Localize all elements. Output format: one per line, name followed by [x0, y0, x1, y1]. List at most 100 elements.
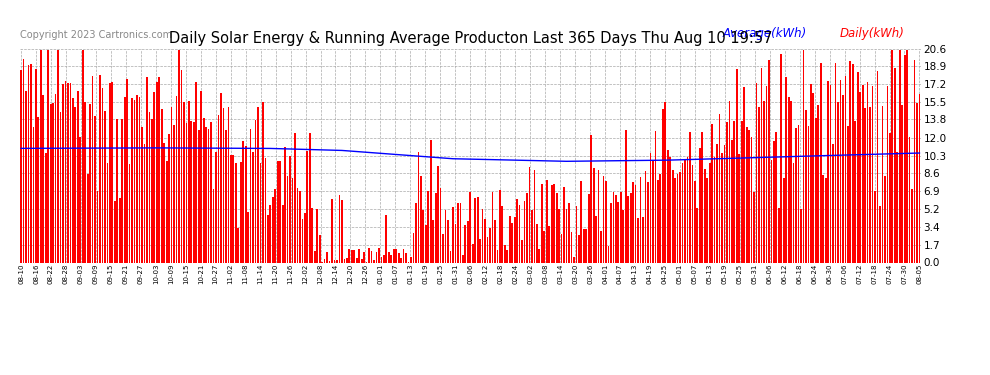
Bar — [223, 108, 225, 262]
Bar — [454, 224, 456, 262]
Bar — [838, 102, 839, 262]
Bar — [706, 178, 708, 262]
Bar — [165, 161, 167, 262]
Bar — [783, 178, 785, 262]
Bar — [598, 170, 600, 262]
Bar — [649, 153, 651, 262]
Bar — [462, 255, 463, 262]
Bar — [99, 75, 101, 262]
Bar — [669, 157, 671, 262]
Bar — [314, 252, 316, 262]
Bar — [524, 201, 526, 262]
Bar — [755, 83, 757, 262]
Bar — [743, 87, 745, 262]
Bar — [512, 223, 513, 262]
Bar — [800, 209, 802, 262]
Text: Average(kWh): Average(kWh) — [723, 27, 807, 40]
Bar — [134, 100, 136, 262]
Bar — [630, 194, 632, 262]
Bar — [739, 154, 741, 262]
Bar — [443, 234, 444, 262]
Bar — [709, 164, 711, 262]
Bar — [245, 146, 247, 262]
Bar — [284, 147, 286, 262]
Bar — [238, 228, 240, 262]
Bar — [864, 108, 866, 262]
Bar — [662, 109, 663, 262]
Bar — [144, 144, 146, 262]
Bar — [309, 133, 311, 262]
Bar — [82, 50, 83, 262]
Bar — [50, 104, 51, 262]
Bar — [213, 189, 215, 262]
Bar — [894, 68, 896, 262]
Bar — [859, 92, 861, 262]
Bar — [775, 132, 777, 262]
Bar — [180, 70, 182, 262]
Bar — [413, 233, 415, 262]
Bar — [550, 185, 552, 262]
Bar — [339, 195, 341, 262]
Bar — [72, 98, 73, 262]
Bar — [208, 129, 210, 262]
Bar — [327, 252, 328, 262]
Bar — [360, 259, 362, 262]
Bar — [886, 86, 888, 262]
Bar — [553, 184, 555, 262]
Bar — [205, 127, 207, 262]
Bar — [137, 95, 138, 262]
Bar — [107, 163, 108, 262]
Bar — [109, 83, 111, 262]
Bar — [689, 132, 691, 262]
Bar — [635, 185, 637, 262]
Bar — [249, 129, 251, 262]
Bar — [610, 203, 612, 262]
Bar — [748, 130, 750, 262]
Bar — [299, 191, 301, 262]
Bar — [438, 166, 439, 262]
Bar — [355, 258, 357, 262]
Bar — [257, 107, 258, 262]
Bar — [833, 144, 834, 262]
Bar — [233, 155, 235, 262]
Bar — [869, 107, 871, 262]
Bar — [117, 119, 118, 262]
Bar — [884, 176, 886, 262]
Bar — [277, 161, 278, 262]
Bar — [329, 261, 331, 262]
Bar — [765, 86, 767, 262]
Bar — [805, 110, 807, 262]
Bar — [87, 174, 88, 262]
Bar — [334, 260, 336, 262]
Bar — [218, 114, 220, 262]
Bar — [188, 101, 190, 262]
Bar — [810, 84, 812, 262]
Text: Copyright 2023 Cartronics.com: Copyright 2023 Cartronics.com — [20, 30, 172, 40]
Bar — [445, 210, 446, 262]
Bar — [502, 206, 503, 262]
Bar — [818, 105, 819, 262]
Bar — [881, 106, 883, 262]
Bar — [302, 219, 303, 262]
Bar — [385, 215, 387, 262]
Bar — [67, 84, 68, 262]
Bar — [813, 93, 814, 262]
Bar — [699, 148, 701, 262]
Bar — [272, 197, 273, 262]
Bar — [262, 102, 263, 262]
Bar — [719, 114, 721, 262]
Bar — [84, 102, 86, 262]
Bar — [420, 176, 422, 262]
Bar — [529, 167, 531, 262]
Bar — [160, 109, 162, 262]
Bar — [210, 122, 212, 262]
Bar — [89, 104, 91, 262]
Bar — [615, 195, 617, 262]
Bar — [593, 168, 595, 262]
Bar — [872, 86, 873, 262]
Bar — [428, 191, 429, 262]
Bar — [430, 140, 432, 262]
Bar — [773, 141, 775, 262]
Bar — [844, 76, 846, 262]
Bar — [770, 160, 772, 262]
